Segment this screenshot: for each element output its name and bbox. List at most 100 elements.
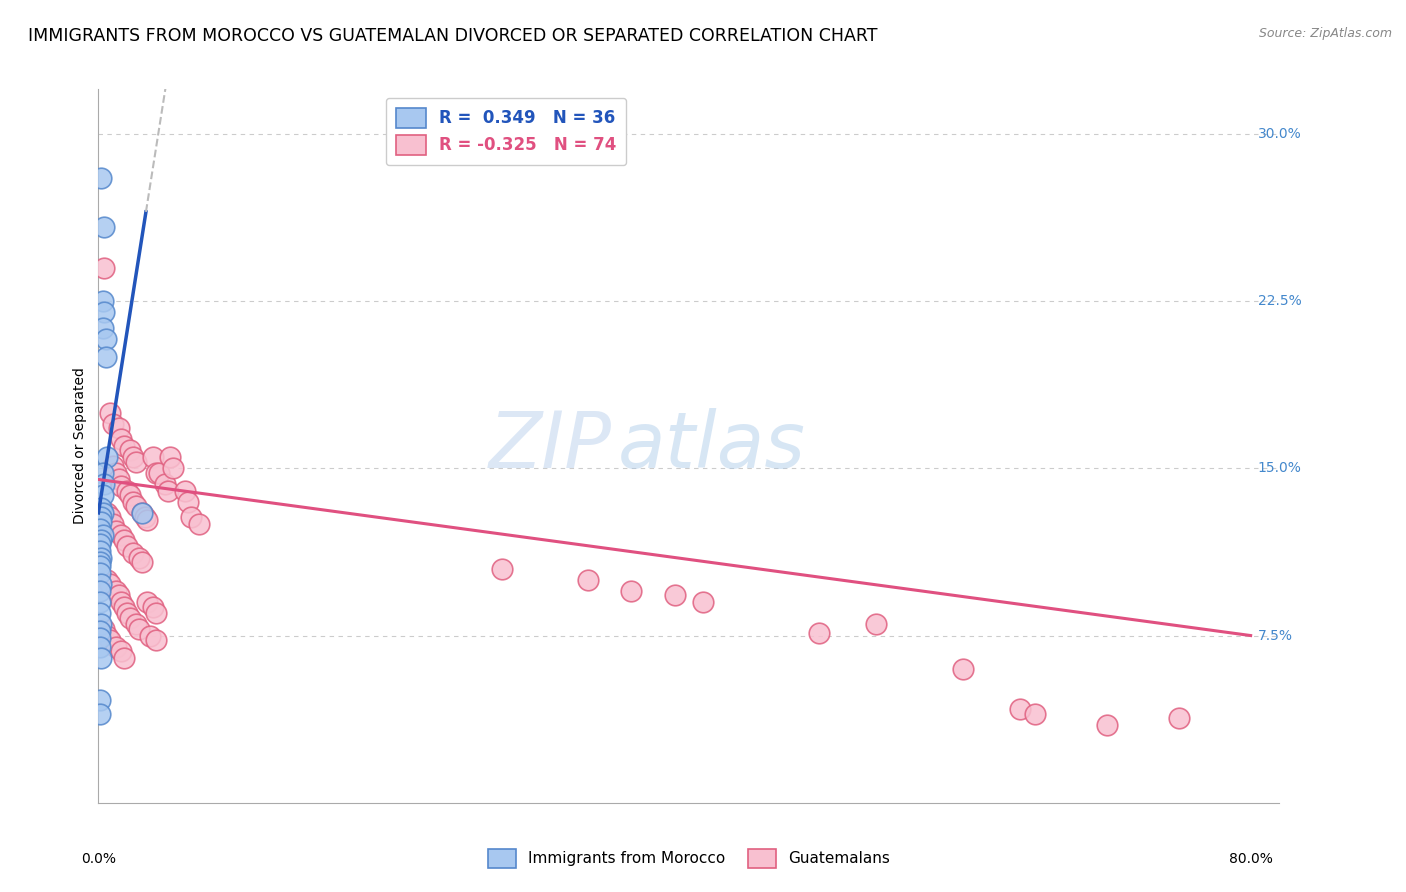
Point <box>104 524 127 538</box>
Point <box>104 640 127 654</box>
Point <box>90 550 112 565</box>
Point <box>110 528 132 542</box>
Point <box>1167 711 1189 725</box>
Point <box>91 506 114 520</box>
Point <box>89 706 111 721</box>
Point <box>134 510 156 524</box>
Text: 30.0%: 30.0% <box>1258 127 1302 141</box>
Point <box>142 450 165 464</box>
Point <box>120 488 142 502</box>
Point <box>93 622 115 636</box>
Point <box>952 662 974 676</box>
Point <box>96 573 118 587</box>
Point <box>93 220 115 235</box>
Point <box>91 488 114 502</box>
Legend: Immigrants from Morocco, Guatemalans: Immigrants from Morocco, Guatemalans <box>482 843 896 873</box>
Point <box>94 350 117 364</box>
Point <box>91 293 114 308</box>
Point <box>96 450 118 464</box>
Point <box>90 171 112 186</box>
Point <box>93 305 115 319</box>
Point <box>110 595 132 609</box>
Point <box>122 450 145 464</box>
Point <box>153 476 176 491</box>
Point <box>145 466 167 480</box>
Text: 0.0%: 0.0% <box>82 852 115 866</box>
Point <box>89 543 111 558</box>
Point <box>156 483 179 498</box>
Point <box>91 528 114 542</box>
Point <box>122 494 145 508</box>
Point <box>98 577 121 591</box>
Point <box>89 595 111 609</box>
Point <box>101 458 124 473</box>
Point <box>125 499 148 513</box>
Point <box>96 506 118 520</box>
Point <box>145 607 167 621</box>
Point <box>136 595 159 609</box>
Point <box>159 450 181 464</box>
Point <box>90 577 112 591</box>
Point <box>96 628 118 642</box>
Point <box>142 599 165 614</box>
Text: Source: ZipAtlas.com: Source: ZipAtlas.com <box>1258 27 1392 40</box>
Point <box>90 617 112 632</box>
Point <box>180 510 202 524</box>
Point <box>128 622 150 636</box>
Point <box>107 473 129 487</box>
Point <box>125 454 148 469</box>
Point <box>89 566 111 581</box>
Text: ZIP: ZIP <box>489 408 612 484</box>
Point <box>101 516 124 531</box>
Point <box>90 501 112 516</box>
Point <box>98 633 121 648</box>
Point <box>90 533 112 547</box>
Point <box>115 483 138 498</box>
Point <box>98 405 121 419</box>
Point <box>576 573 599 587</box>
Point <box>188 516 211 531</box>
Point <box>131 506 153 520</box>
Point <box>104 583 127 598</box>
Point <box>90 651 112 665</box>
Text: 15.0%: 15.0% <box>1258 461 1302 475</box>
Point <box>89 555 111 569</box>
Y-axis label: Divorced or Separated: Divorced or Separated <box>73 368 87 524</box>
Point <box>93 476 115 491</box>
Point <box>112 439 135 453</box>
Point <box>131 555 153 569</box>
Point <box>1010 702 1032 716</box>
Text: 7.5%: 7.5% <box>1258 629 1294 642</box>
Point <box>664 589 686 603</box>
Text: 22.5%: 22.5% <box>1258 294 1302 308</box>
Point <box>112 651 135 665</box>
Point <box>1095 717 1118 731</box>
Point <box>1024 706 1046 721</box>
Point <box>89 521 111 535</box>
Point <box>115 607 138 621</box>
Point <box>620 583 643 598</box>
Point <box>162 461 184 475</box>
Point <box>491 562 513 576</box>
Point <box>89 607 111 621</box>
Point <box>107 421 129 435</box>
Point <box>98 510 121 524</box>
Point <box>120 610 142 624</box>
Point <box>89 631 111 645</box>
Point <box>91 320 114 334</box>
Point <box>101 417 124 431</box>
Point <box>91 466 114 480</box>
Point <box>89 640 111 654</box>
Point <box>122 546 145 560</box>
Point <box>89 559 111 574</box>
Point <box>692 595 714 609</box>
Text: atlas: atlas <box>619 408 806 484</box>
Point <box>89 693 111 707</box>
Point <box>93 260 115 275</box>
Point <box>89 583 111 598</box>
Point <box>136 512 159 526</box>
Point <box>120 443 142 458</box>
Point <box>131 506 153 520</box>
Point <box>139 628 162 642</box>
Point <box>112 599 135 614</box>
